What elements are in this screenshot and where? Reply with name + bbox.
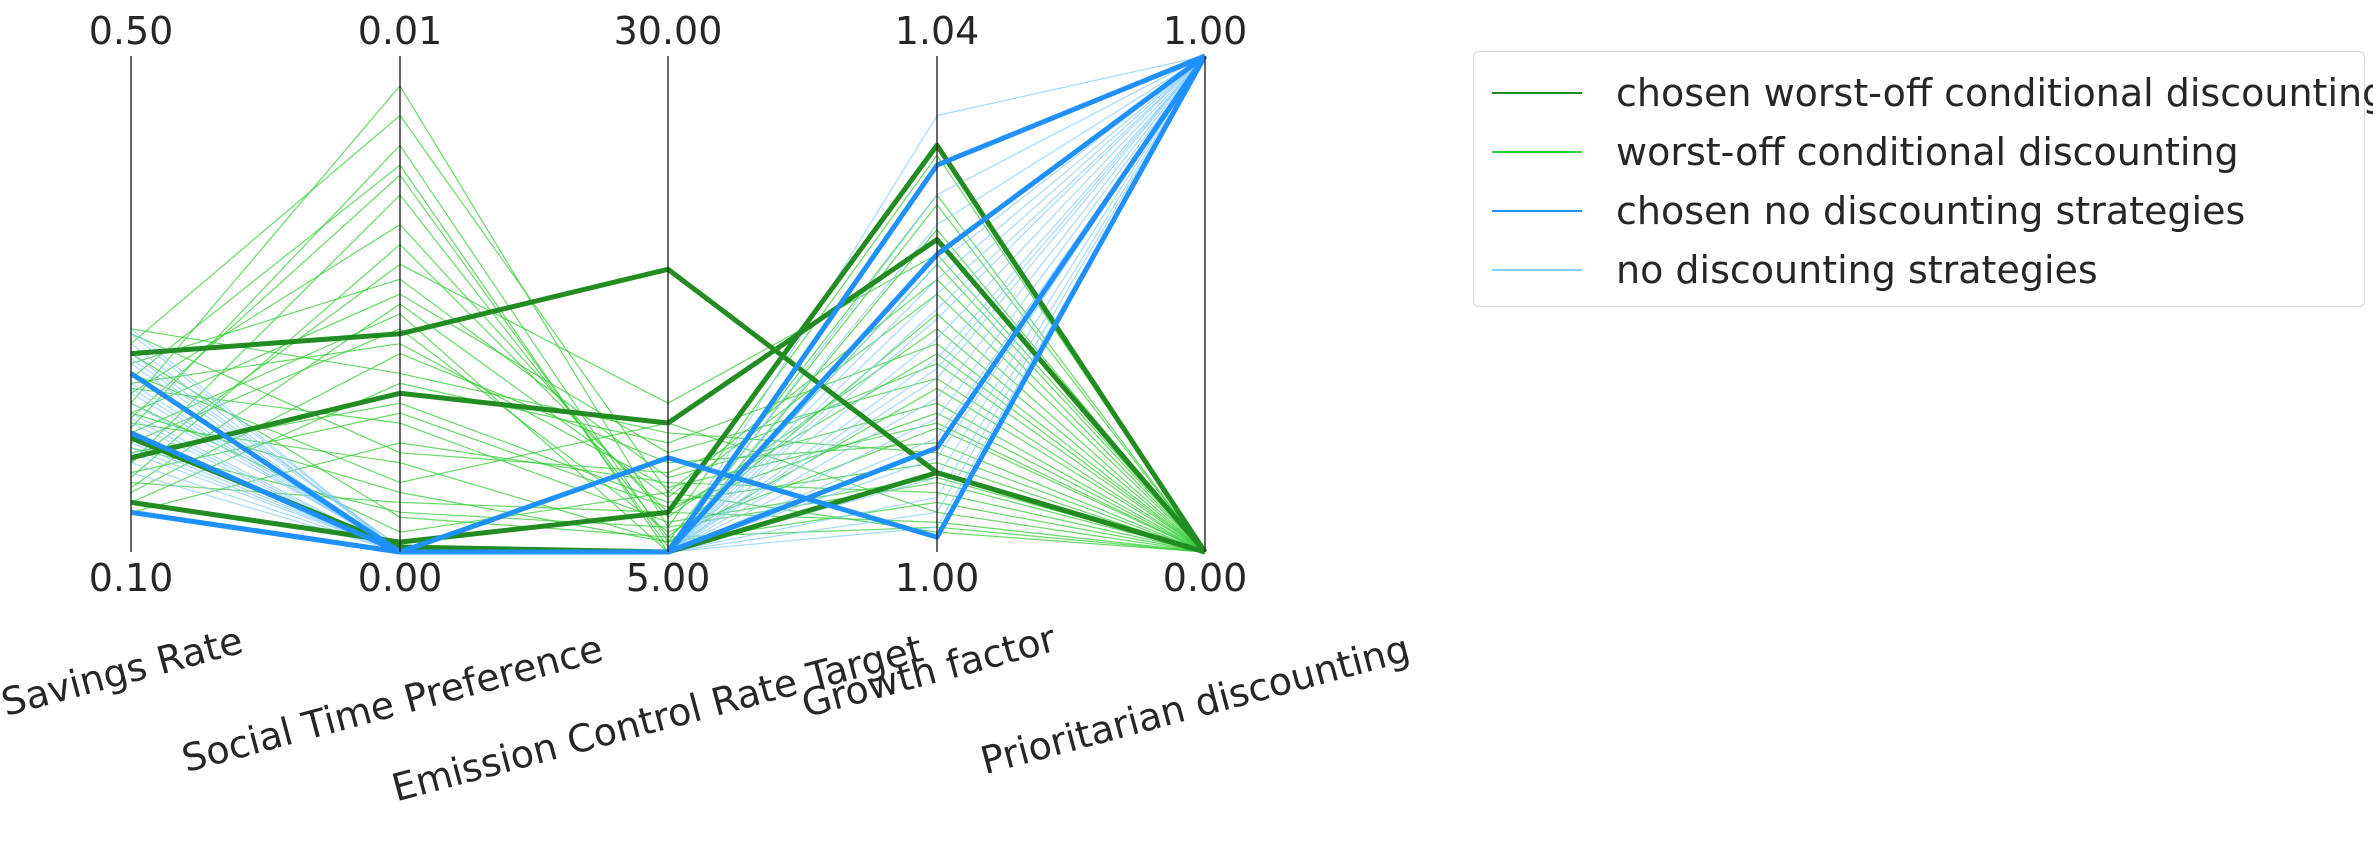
legend-swatch-chosen-worst-off (1492, 92, 1582, 94)
legend-swatch-no-discounting (1492, 269, 1582, 271)
legend-label: no discounting strategies (1616, 248, 2098, 292)
axis-max-label-3: 1.04 (895, 9, 980, 53)
axis-min-label-4: 0.00 (1163, 556, 1248, 600)
chart-legend: chosen worst-off conditional discounting… (1473, 51, 2373, 307)
legend-item-no-discounting: no discounting strategies (1492, 245, 2098, 295)
axis-min-label-1: 0.00 (358, 556, 443, 600)
legend-label: chosen worst-off conditional discounting (1616, 71, 2373, 115)
legend-swatch-chosen-no-discounting (1492, 210, 1582, 212)
legend-item-chosen-no-discounting: chosen no discounting strategies (1492, 186, 2245, 236)
axis-max-label-1: 0.01 (358, 9, 443, 53)
legend-item-chosen-worst-off: chosen worst-off conditional discounting (1492, 68, 2373, 118)
axis-max-label-0: 0.50 (89, 9, 174, 53)
legend-label: worst-off conditional discounting (1616, 130, 2239, 174)
axis-min-label-3: 1.00 (895, 556, 980, 600)
axis-title-emission-control-rate-target: Emission Control Rate Target (387, 626, 927, 810)
legend-swatch-worst-off (1492, 151, 1582, 153)
axis-title-savings-rate: Savings Rate (0, 618, 247, 725)
legend-label: chosen no discounting strategies (1616, 189, 2246, 233)
axis-max-label-2: 30.00 (614, 9, 723, 53)
legend-item-worst-off: worst-off conditional discounting (1492, 127, 2239, 177)
axis-min-label-2: 5.00 (626, 556, 711, 600)
axis-min-label-0: 0.10 (89, 556, 174, 600)
axis-max-label-4: 1.00 (1163, 9, 1248, 53)
axes: 0.50 0.01 30.00 1.04 1.00 0.10 0.00 5.00… (0, 9, 1414, 810)
